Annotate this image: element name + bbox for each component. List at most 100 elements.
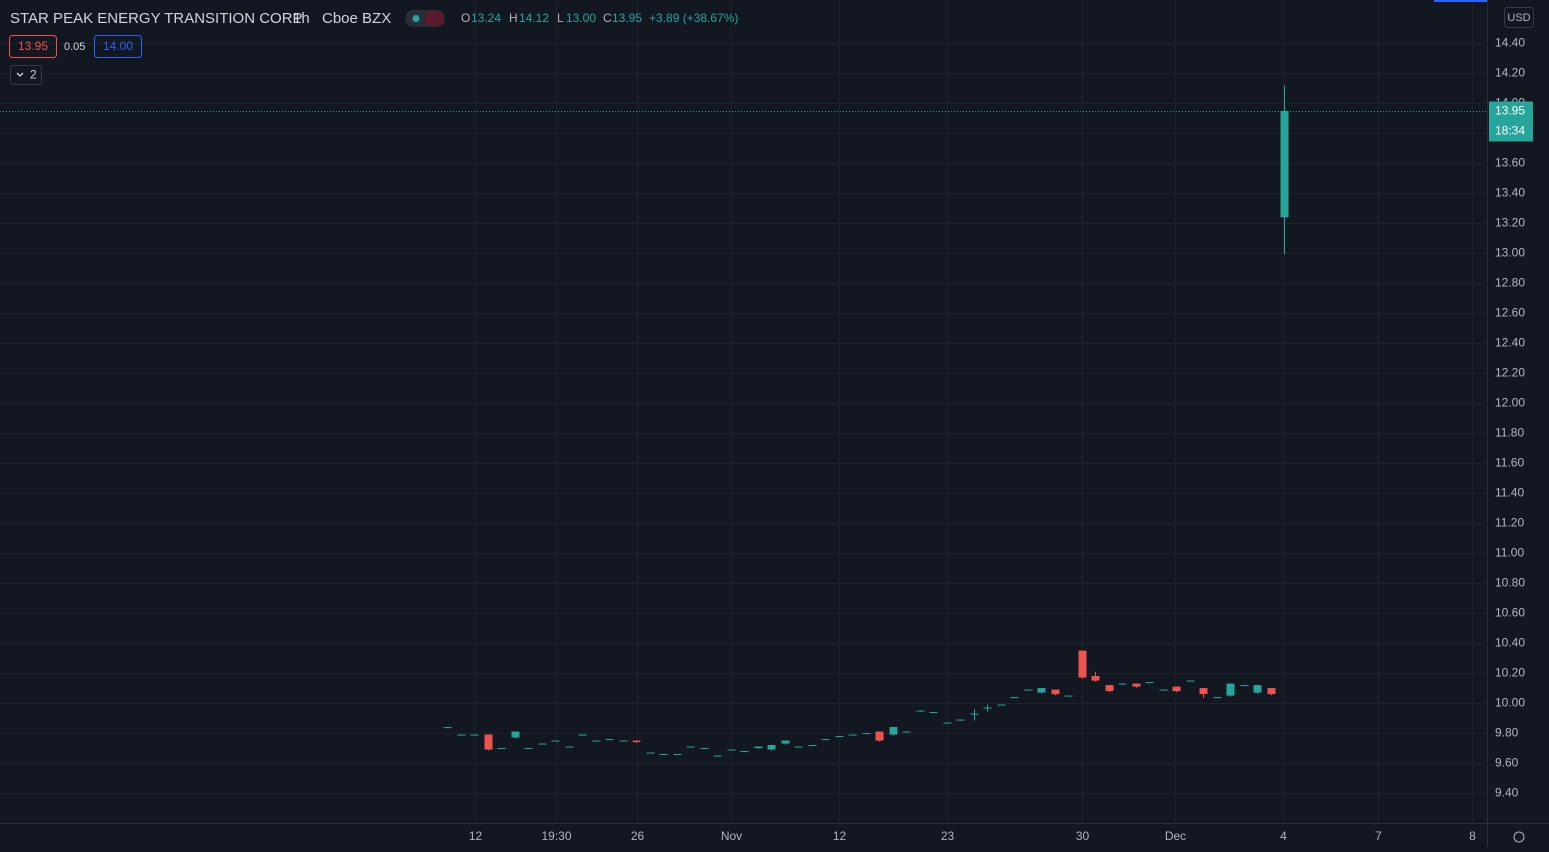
y-tick-label: 12.80 (1495, 276, 1525, 290)
ohlc-key: H (509, 11, 518, 25)
candle-body (1240, 685, 1249, 687)
candle-body (835, 736, 844, 738)
candle-body (1267, 688, 1276, 695)
y-tick-label: 13.40 (1495, 186, 1525, 200)
candle-body (592, 740, 601, 742)
x-tick-label: 30 (1076, 829, 1090, 843)
candle-body (443, 727, 452, 729)
x-tick-label: 4 (1280, 829, 1287, 843)
candle-body (1091, 676, 1100, 681)
interval[interactable]: 1h (293, 10, 310, 27)
y-tick-label: 14.20 (1495, 66, 1525, 80)
candle-body (902, 731, 911, 733)
y-tick-label: 11.80 (1495, 426, 1524, 440)
y-tick-label: 13.20 (1495, 216, 1525, 230)
candle-body (1226, 683, 1235, 696)
candle-body (808, 745, 817, 747)
candle-body (1159, 689, 1168, 691)
candle-body (470, 734, 479, 736)
x-tick-label: 26 (631, 829, 645, 843)
indicator-count: 2 (30, 68, 37, 82)
ohlc-key: L (557, 11, 564, 25)
symbol[interactable]: STAR PEAK ENERGY TRANSITION CORP (10, 10, 303, 27)
change: +3.89 (+38.67%) (649, 11, 738, 25)
candle-body (1199, 688, 1208, 695)
candle-body (659, 754, 668, 756)
ohlc-key: O (461, 11, 470, 25)
data-status[interactable] (425, 11, 444, 26)
settings-icon[interactable] (1513, 831, 1525, 843)
y-tick-label: 12.40 (1495, 336, 1525, 350)
candle-body (889, 727, 898, 735)
ask[interactable]: 14.00 (103, 39, 133, 53)
candle-body (524, 748, 533, 750)
y-tick-label: 12.00 (1495, 396, 1525, 410)
x-tick-label: 8 (1469, 829, 1476, 843)
candle-body (970, 713, 979, 715)
candle-body (565, 746, 574, 748)
candle-body (862, 733, 871, 735)
candle-body (943, 722, 952, 724)
candle-body (1024, 689, 1033, 691)
candle-body (875, 731, 884, 741)
candle-body (538, 743, 547, 745)
candle-body (457, 734, 466, 736)
candle-body (929, 712, 938, 714)
y-tick-label: 10.20 (1495, 666, 1525, 680)
currency[interactable]: USD (1507, 12, 1530, 24)
x-tick-label: 23 (941, 829, 955, 843)
candle-body (794, 746, 803, 748)
x-tick-label: 7 (1375, 829, 1382, 843)
candle-body (848, 734, 857, 736)
countdown: 18:34 (1495, 124, 1525, 138)
y-tick-label: 10.40 (1495, 636, 1525, 650)
candle-body (1186, 680, 1195, 682)
ohlc-value: 13.95 (612, 11, 642, 25)
x-tick-label: Nov (721, 829, 742, 843)
candle-body (1280, 110, 1289, 218)
y-tick-label: 10.80 (1495, 576, 1525, 590)
currency-box[interactable] (1504, 7, 1534, 28)
candle-body (673, 754, 682, 756)
y-tick-label: 14.40 (1495, 36, 1525, 50)
y-tick-label: 11.20 (1495, 516, 1524, 530)
y-tick-label: 10.60 (1495, 606, 1525, 620)
x-tick-label: 12 (833, 829, 847, 843)
axes: 9.40 9.60 9.80 10.00 10.20 10.40 10.60 10.80 11.… (469, 36, 1533, 843)
candle-body (1213, 697, 1222, 699)
candle-body (956, 719, 965, 721)
ask-box[interactable] (94, 35, 142, 58)
candle-body (605, 739, 614, 741)
spread: 0.05 (64, 41, 85, 53)
candle-body (646, 752, 655, 754)
y-tick-label: 10.00 (1495, 696, 1525, 710)
x-tick-label: 19:30 (541, 829, 571, 843)
candle-body (781, 740, 790, 744)
bid[interactable]: 13.95 (18, 39, 48, 53)
indicator-toggle[interactable] (10, 65, 42, 85)
candle-body (767, 745, 776, 750)
chevron-icon (16, 72, 24, 77)
y-tick-label: 9.60 (1495, 756, 1519, 770)
candle-body (1037, 688, 1046, 693)
exchange: Cboe BZX (322, 10, 391, 27)
candle-body (1132, 683, 1141, 687)
y-tick-label: 12.60 (1495, 306, 1525, 320)
y-tick-label: 11.40 (1495, 486, 1524, 500)
candle-body (916, 710, 925, 712)
candle-body (551, 740, 560, 742)
last-price-label: 13.95 (1495, 104, 1525, 118)
candle-body (997, 704, 1006, 706)
candle-body (983, 707, 992, 709)
candle-body (632, 740, 641, 743)
bid-box[interactable] (9, 35, 57, 58)
candle-body (700, 748, 709, 750)
candle-body (1172, 686, 1181, 692)
candle-body (1253, 685, 1262, 693)
y-tick-label: 13.00 (1495, 246, 1525, 260)
candle-body (686, 746, 695, 748)
candle-body (511, 731, 520, 738)
candle-body (1145, 682, 1154, 684)
